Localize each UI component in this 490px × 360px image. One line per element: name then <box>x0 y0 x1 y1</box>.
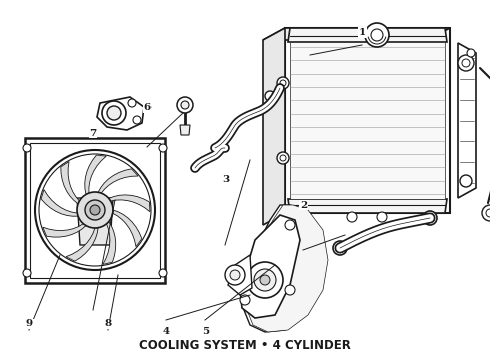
Circle shape <box>225 265 245 285</box>
Circle shape <box>458 55 474 71</box>
Circle shape <box>230 270 240 280</box>
Polygon shape <box>113 210 142 247</box>
Polygon shape <box>103 221 116 265</box>
Circle shape <box>371 29 383 41</box>
Polygon shape <box>43 224 86 237</box>
Circle shape <box>377 212 387 222</box>
Polygon shape <box>458 43 476 198</box>
Circle shape <box>128 99 136 107</box>
Circle shape <box>254 269 276 291</box>
Circle shape <box>462 59 470 67</box>
Circle shape <box>247 262 283 298</box>
Circle shape <box>365 23 389 47</box>
Text: 5: 5 <box>202 327 209 336</box>
Polygon shape <box>25 138 165 283</box>
Circle shape <box>347 212 357 222</box>
Text: 6: 6 <box>144 104 150 112</box>
Polygon shape <box>245 205 328 332</box>
Polygon shape <box>98 169 138 193</box>
Polygon shape <box>285 28 450 213</box>
Polygon shape <box>66 228 98 261</box>
Text: 2: 2 <box>300 201 307 210</box>
Polygon shape <box>263 28 285 225</box>
Circle shape <box>423 211 437 225</box>
Polygon shape <box>263 28 450 40</box>
Text: 1: 1 <box>359 28 366 37</box>
Text: 9: 9 <box>26 320 33 328</box>
Circle shape <box>280 155 286 161</box>
Text: COOLING SYSTEM • 4 CYLINDER: COOLING SYSTEM • 4 CYLINDER <box>139 339 351 352</box>
Polygon shape <box>228 255 252 295</box>
Circle shape <box>39 154 151 266</box>
Polygon shape <box>77 198 113 245</box>
Polygon shape <box>180 125 190 135</box>
Circle shape <box>181 101 189 109</box>
Polygon shape <box>61 162 79 204</box>
Circle shape <box>285 285 295 295</box>
Text: 4: 4 <box>163 327 170 336</box>
Circle shape <box>107 106 121 120</box>
Circle shape <box>486 209 490 217</box>
Circle shape <box>85 200 105 220</box>
Circle shape <box>159 144 167 152</box>
Polygon shape <box>288 199 447 213</box>
Circle shape <box>23 144 31 152</box>
Circle shape <box>102 101 126 125</box>
Text: 3: 3 <box>222 175 229 184</box>
Circle shape <box>177 97 193 113</box>
Polygon shape <box>30 143 160 278</box>
Circle shape <box>285 220 295 230</box>
Circle shape <box>277 152 289 164</box>
Circle shape <box>77 192 113 228</box>
Circle shape <box>467 49 475 57</box>
Polygon shape <box>41 190 78 216</box>
Polygon shape <box>97 97 144 130</box>
Circle shape <box>265 91 275 101</box>
Circle shape <box>159 269 167 277</box>
Circle shape <box>277 77 289 89</box>
Polygon shape <box>242 205 325 332</box>
Polygon shape <box>288 28 447 42</box>
Polygon shape <box>109 195 150 212</box>
Polygon shape <box>85 155 106 194</box>
Text: 8: 8 <box>104 320 111 328</box>
Circle shape <box>482 205 490 221</box>
Circle shape <box>240 295 250 305</box>
Circle shape <box>460 175 472 187</box>
Circle shape <box>90 205 100 215</box>
Circle shape <box>260 275 270 285</box>
Circle shape <box>23 269 31 277</box>
Text: 7: 7 <box>90 129 97 138</box>
Circle shape <box>133 116 141 124</box>
Circle shape <box>280 80 286 86</box>
Circle shape <box>333 241 347 255</box>
Polygon shape <box>240 215 300 318</box>
Polygon shape <box>290 42 445 199</box>
Circle shape <box>35 150 155 270</box>
